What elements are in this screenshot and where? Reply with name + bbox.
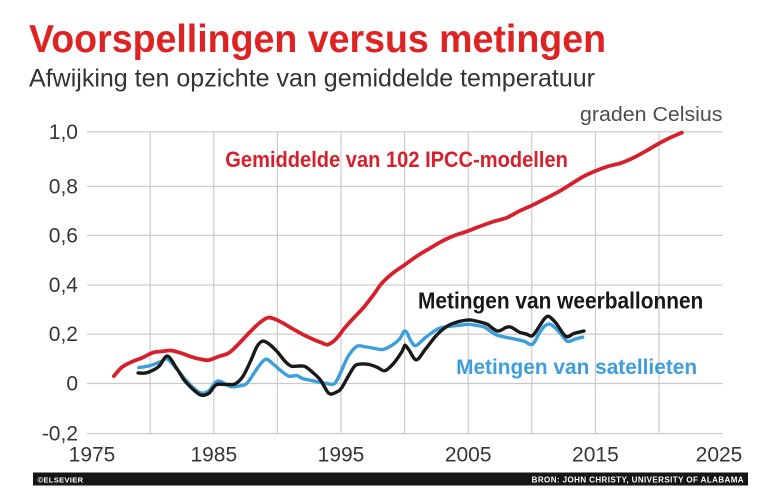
svg-text:Gemiddelde van 102 IPCC-modell: Gemiddelde van 102 IPCC-modellen	[225, 147, 568, 172]
svg-text:Metingen van satellieten: Metingen van satellieten	[456, 355, 697, 379]
svg-text:graden Celsius: graden Celsius	[580, 104, 723, 126]
svg-text:1995: 1995	[318, 444, 365, 467]
svg-text:2005: 2005	[445, 444, 492, 467]
svg-text:-0,2: -0,2	[42, 423, 78, 446]
svg-text:BRON: JOHN CHRISTY, UNIVERSITY: BRON: JOHN CHRISTY, UNIVERSITY OF ALABAM…	[532, 475, 744, 484]
svg-text:1985: 1985	[190, 444, 237, 467]
svg-text:0: 0	[66, 373, 78, 396]
svg-text:1,0: 1,0	[49, 121, 78, 144]
svg-text:0,4: 0,4	[49, 274, 79, 297]
svg-text:Voorspellingen versus metingen: Voorspellingen versus metingen	[29, 18, 606, 61]
svg-text:Afwijking ten opzichte van gem: Afwijking ten opzichte van gemiddelde te…	[29, 65, 595, 93]
svg-text:1975: 1975	[69, 444, 116, 467]
svg-text:0,6: 0,6	[49, 224, 78, 247]
svg-text:0,8: 0,8	[49, 175, 78, 198]
svg-text:0,2: 0,2	[49, 323, 78, 346]
svg-text:2015: 2015	[572, 444, 619, 467]
svg-text:©ELSEVIER: ©ELSEVIER	[38, 475, 84, 484]
svg-text:Metingen van weerballonnen: Metingen van weerballonnen	[418, 288, 703, 314]
svg-text:2025: 2025	[696, 444, 743, 467]
